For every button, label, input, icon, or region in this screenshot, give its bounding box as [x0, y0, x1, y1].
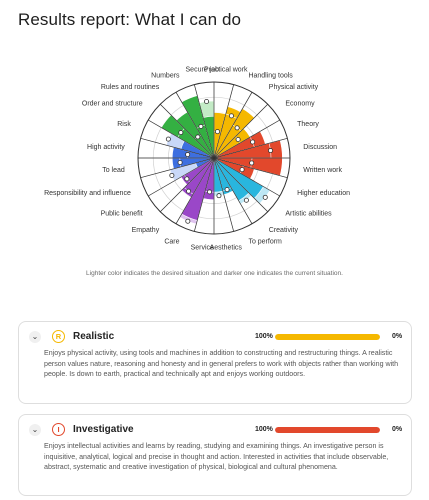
- desired-marker: [204, 98, 210, 104]
- type-description: Enjoys intellectual activities and learn…: [44, 442, 389, 471]
- type-name: Investigative: [73, 424, 134, 435]
- desired-marker: [178, 130, 184, 136]
- category-label: Service: [191, 245, 214, 252]
- axis-spoke: [213, 92, 253, 159]
- score-bar-fill: [275, 334, 380, 340]
- category-label: High activity: [87, 144, 125, 151]
- category-label: Practical work: [204, 66, 248, 73]
- desired-marker: [250, 139, 256, 145]
- desired-marker: [207, 189, 213, 195]
- type-card-investigative[interactable]: ⌄ I Investigative 100% 0% Enjoys intelle…: [18, 414, 412, 496]
- category-label: Risk: [117, 121, 131, 128]
- category-label: Secure job: [186, 66, 220, 73]
- desired-marker: [234, 125, 240, 131]
- category-label: Numbers: [151, 72, 180, 79]
- score-bar-fill: [275, 427, 380, 433]
- chevron-down-icon[interactable]: ⌄: [29, 331, 41, 343]
- axis-spoke: [213, 84, 235, 159]
- desired-marker: [214, 129, 220, 135]
- category-label: Order and structure: [82, 101, 143, 108]
- axis-spoke: [213, 104, 268, 159]
- category-label: Discussion: [303, 144, 337, 151]
- desired-marker: [185, 218, 191, 224]
- axis-spoke: [175, 92, 215, 159]
- desired-marker: [198, 123, 204, 129]
- axis-spoke: [193, 157, 215, 232]
- category-label: Creativity: [269, 227, 299, 234]
- axis-spoke: [213, 157, 280, 197]
- type-card-realistic[interactable]: ⌄ R Realistic 100% 0% Enjoys physical ac…: [18, 321, 412, 404]
- desired-marker: [262, 194, 268, 200]
- desired-marker: [177, 159, 183, 165]
- desired-marker: [186, 188, 192, 194]
- category-label: Care: [164, 239, 179, 246]
- desired-marker: [224, 187, 230, 193]
- desired-marker: [235, 136, 241, 142]
- axis-spoke: [160, 157, 215, 212]
- axis-spoke: [175, 157, 215, 224]
- desired-marker: [184, 176, 190, 182]
- category-label: Written work: [303, 167, 342, 174]
- category-label: To lead: [102, 167, 125, 174]
- axis-spoke: [213, 157, 288, 179]
- desired-marker: [216, 193, 222, 199]
- percent-left: 100%: [255, 333, 273, 340]
- axis-spoke: [213, 119, 280, 159]
- category-label: Public benefit: [101, 210, 143, 217]
- axis-spoke: [213, 137, 288, 159]
- desired-marker: [243, 197, 249, 203]
- type-letter-badge: R: [52, 330, 65, 343]
- axis-spoke: [140, 137, 215, 159]
- desired-marker: [268, 148, 274, 154]
- category-label: Physical activity: [269, 84, 319, 91]
- type-name: Realistic: [73, 331, 115, 342]
- category-label: Higher education: [297, 190, 350, 197]
- page-title: Results report: What I can do: [18, 10, 242, 29]
- type-description: Enjoys physical activity, using tools an…: [44, 349, 399, 378]
- category-label: Artistic abilities: [285, 210, 332, 217]
- axis-spoke: [213, 157, 253, 224]
- score-bar: [275, 427, 380, 433]
- desired-marker: [228, 113, 234, 119]
- percent-left: 100%: [255, 426, 273, 433]
- percent-right: 0%: [392, 426, 403, 433]
- desired-marker: [249, 160, 255, 166]
- desired-marker: [195, 134, 201, 140]
- desired-marker: [165, 136, 171, 142]
- desired-marker: [169, 172, 175, 178]
- axis-spoke: [213, 157, 235, 232]
- axis-spoke: [148, 119, 215, 159]
- axis-spoke: [140, 157, 215, 179]
- category-label: Rules and routines: [101, 84, 160, 91]
- category-label: Empathy: [132, 227, 160, 234]
- axis-spoke: [193, 84, 215, 159]
- score-bar: [275, 334, 380, 340]
- type-letter-badge: I: [52, 423, 65, 436]
- desired-marker: [239, 167, 245, 173]
- category-label: Economy: [285, 101, 315, 108]
- category-label: To perform: [248, 239, 282, 246]
- axis-spoke: [148, 157, 215, 197]
- percent-right: 0%: [392, 333, 403, 340]
- category-label: Aesthetics: [210, 245, 243, 252]
- category-label: Handling tools: [248, 72, 293, 79]
- category-label: Responsibility and influence: [44, 190, 131, 197]
- axis-spoke: [213, 157, 268, 212]
- category-label: Theory: [297, 121, 319, 128]
- axis-spoke: [160, 104, 215, 159]
- chart-caption: Lighter color indicates the desired situ…: [86, 270, 343, 277]
- chevron-down-icon[interactable]: ⌄: [29, 424, 41, 436]
- desired-marker: [185, 152, 191, 158]
